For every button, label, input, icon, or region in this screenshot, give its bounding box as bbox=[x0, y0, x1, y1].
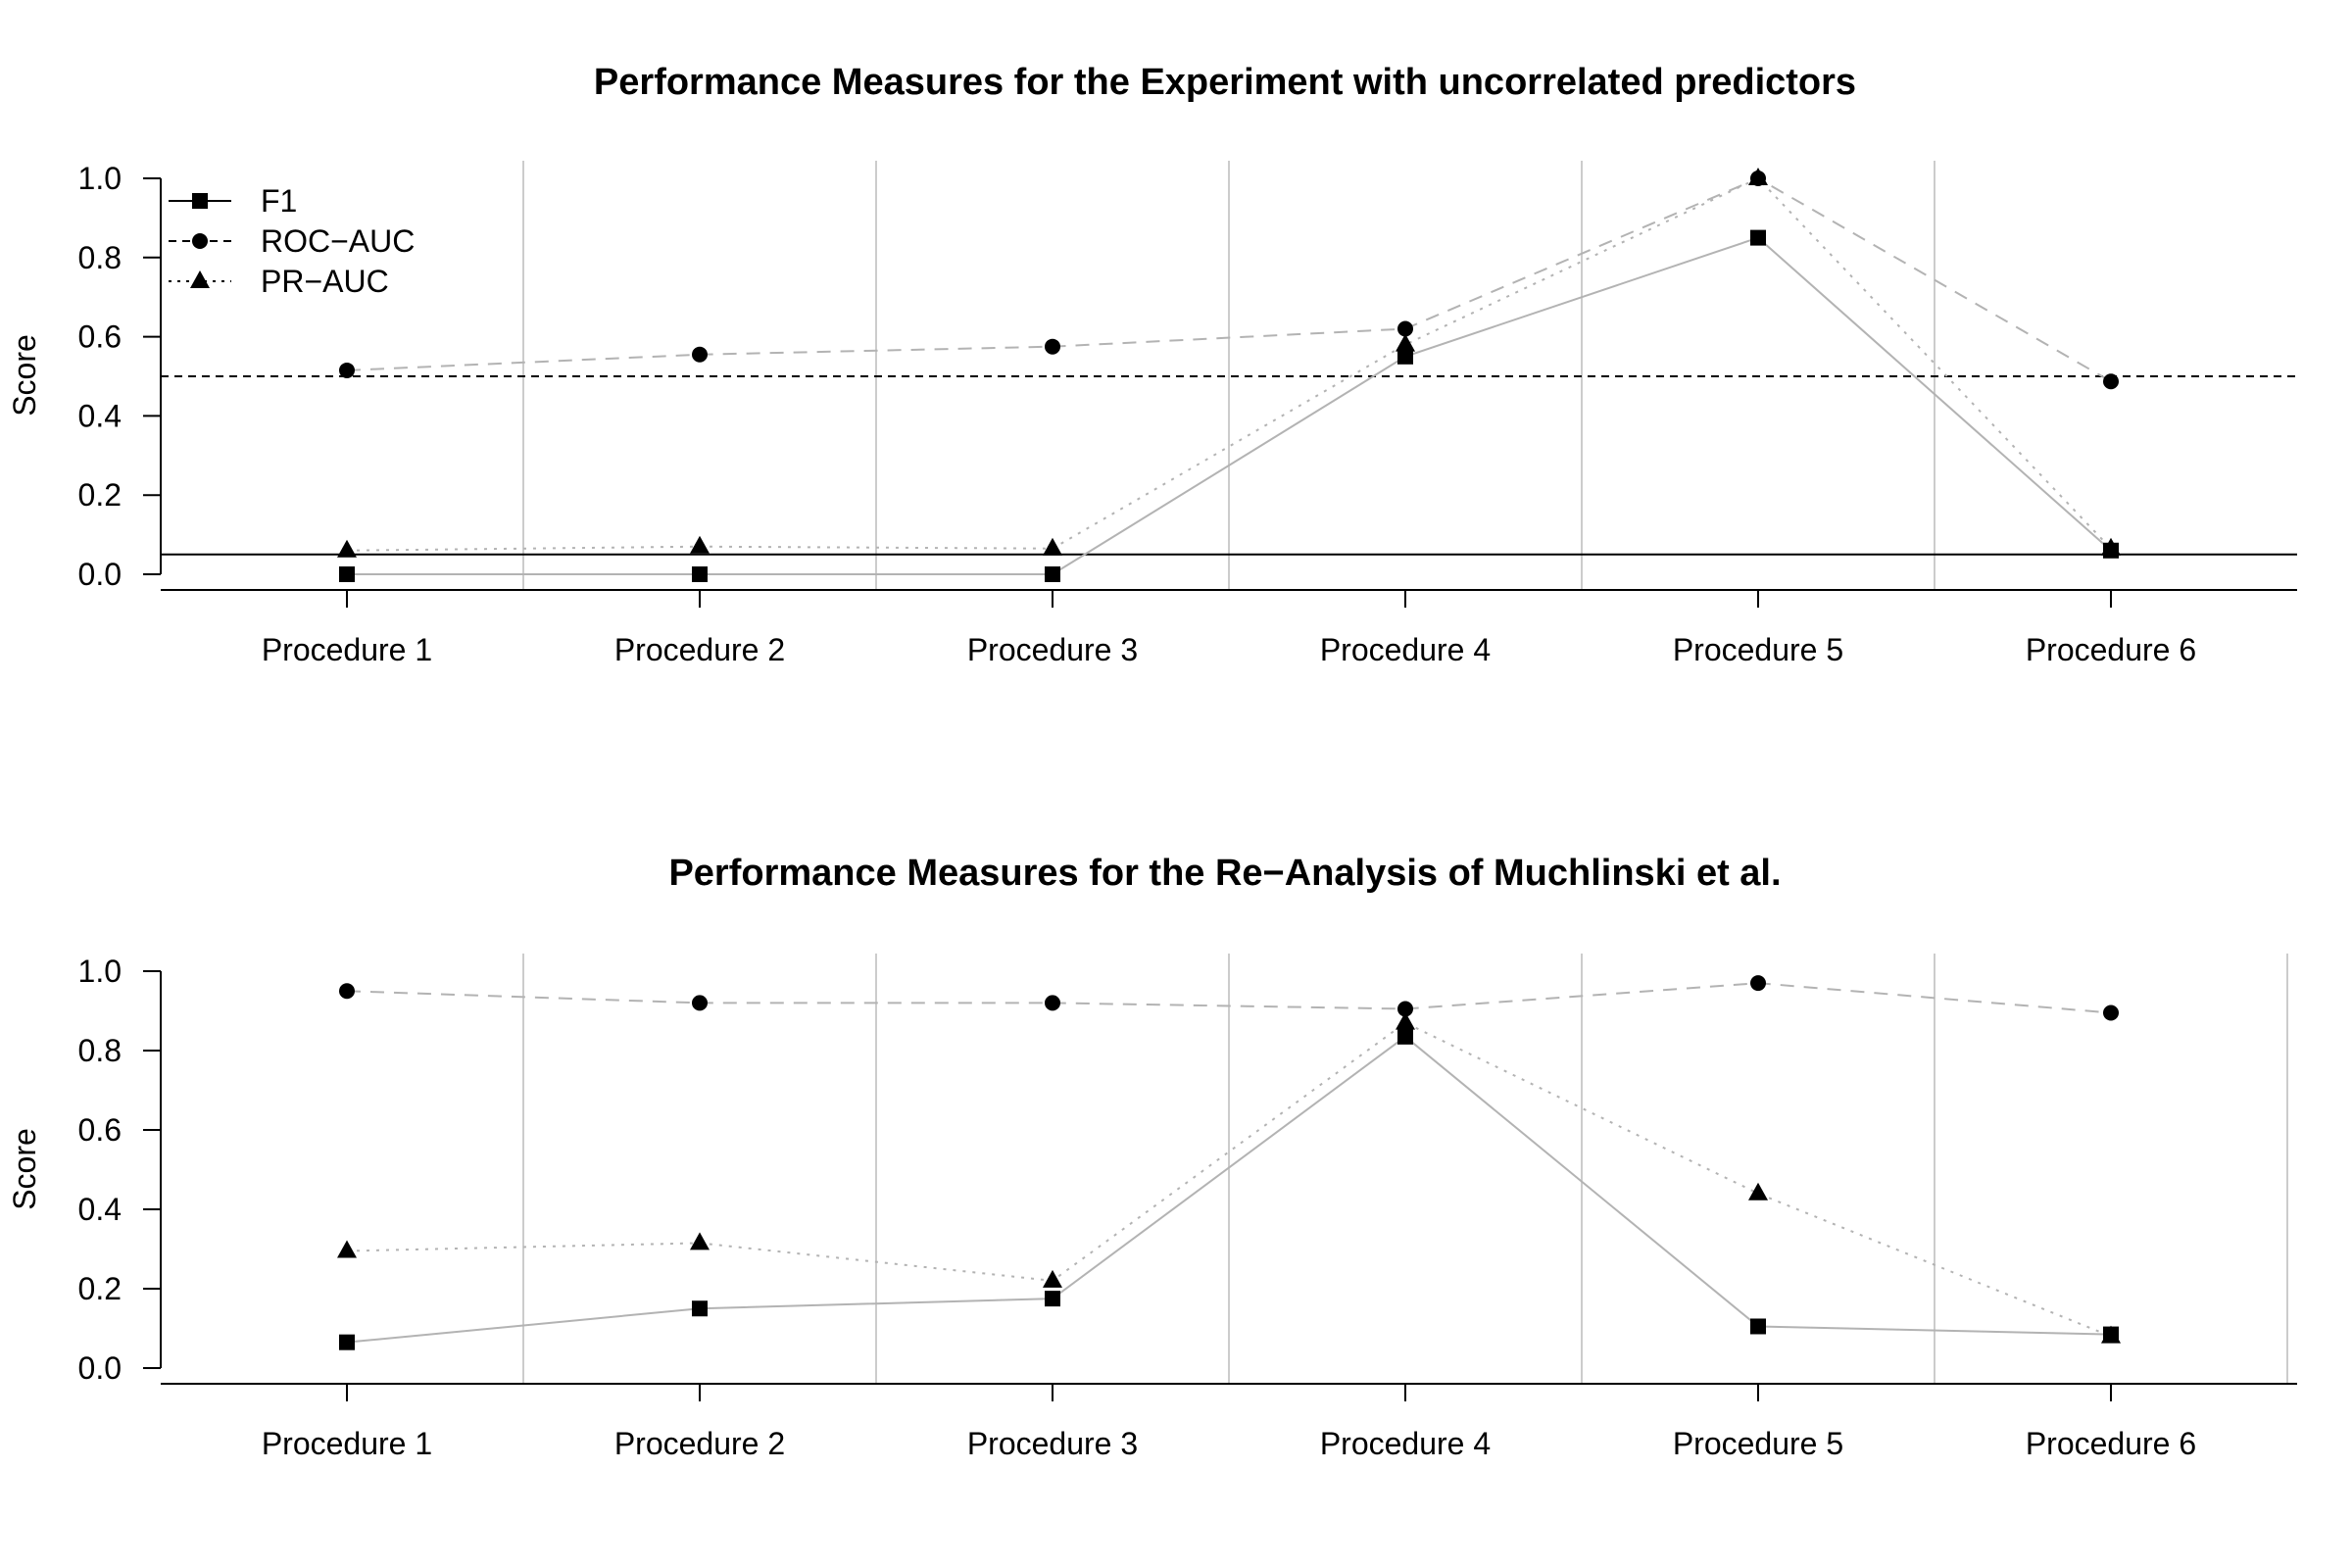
x-tick-label: Procedure 5 bbox=[1673, 1426, 1843, 1461]
data-point-triangle-marker bbox=[1396, 333, 1415, 352]
legend-square-marker bbox=[192, 193, 208, 209]
data-point-triangle-marker bbox=[2101, 537, 2121, 556]
data-point-square-marker bbox=[1750, 229, 1766, 246]
data-point-square-marker bbox=[1045, 1291, 1060, 1307]
series-line bbox=[347, 236, 2112, 575]
x-tick-label: Procedure 3 bbox=[967, 1426, 1138, 1461]
y-tick-label: 0.4 bbox=[78, 398, 122, 433]
series-line bbox=[346, 982, 2112, 1014]
data-point-square-marker bbox=[1045, 566, 1060, 582]
legend-label: F1 bbox=[261, 183, 297, 219]
y-tick-label: 0.8 bbox=[78, 240, 122, 275]
y-axis-label: Score bbox=[7, 334, 42, 416]
y-axis-label: Score bbox=[7, 1128, 42, 1210]
x-tick-label: Procedure 1 bbox=[262, 632, 432, 667]
y-tick-label: 0.2 bbox=[78, 477, 122, 513]
y-tick-label: 1.0 bbox=[78, 161, 122, 196]
data-point-square-marker bbox=[339, 566, 355, 582]
legend-triangle-marker bbox=[190, 270, 210, 288]
data-point-square-marker bbox=[692, 566, 708, 582]
y-tick-label: 0.8 bbox=[78, 1033, 122, 1068]
data-point-triangle-marker bbox=[337, 539, 357, 558]
y-tick-label: 0.6 bbox=[78, 1112, 122, 1148]
x-tick-label: Procedure 1 bbox=[262, 1426, 432, 1461]
data-point-triangle-marker bbox=[1043, 537, 1062, 556]
data-point-square-marker bbox=[1397, 1028, 1413, 1045]
x-tick-label: Procedure 3 bbox=[967, 632, 1138, 667]
data-point-triangle-marker bbox=[1748, 168, 1768, 185]
series-line bbox=[346, 1035, 2112, 1344]
data-point-circle-marker bbox=[2103, 373, 2119, 390]
x-tick-label: Procedure 4 bbox=[1320, 632, 1491, 667]
series-line bbox=[346, 176, 2112, 552]
data-point-circle-marker bbox=[692, 995, 708, 1011]
data-point-square-marker bbox=[1397, 348, 1413, 365]
x-tick-label: Procedure 2 bbox=[614, 632, 785, 667]
data-point-square-marker bbox=[1750, 1318, 1766, 1335]
x-tick-label: Procedure 2 bbox=[614, 1426, 785, 1461]
data-point-circle-marker bbox=[339, 362, 355, 378]
series-line bbox=[346, 1021, 2112, 1338]
legend-label: PR−AUC bbox=[261, 264, 389, 299]
x-tick-label: Procedure 6 bbox=[2026, 1426, 2196, 1461]
panel-uncorrelated-predictors: Performance Measures for the Experiment … bbox=[7, 62, 2297, 667]
y-tick-label: 0.6 bbox=[78, 319, 122, 355]
y-tick-label: 0.0 bbox=[78, 1350, 122, 1386]
y-tick-label: 1.0 bbox=[78, 954, 122, 989]
y-tick-label: 0.4 bbox=[78, 1192, 122, 1227]
data-point-triangle-marker bbox=[1396, 1011, 1415, 1030]
chart-title: Performance Measures for the Experiment … bbox=[594, 62, 1856, 103]
data-point-circle-marker bbox=[1750, 975, 1766, 992]
x-tick-label: Procedure 4 bbox=[1320, 1426, 1491, 1461]
data-point-circle-marker bbox=[1045, 338, 1060, 355]
y-tick-label: 0.2 bbox=[78, 1271, 122, 1306]
data-point-circle-marker bbox=[339, 983, 355, 1000]
data-point-triangle-marker bbox=[690, 535, 710, 554]
legend: F1 ROC−AUC PR−AUC bbox=[169, 183, 415, 299]
data-point-triangle-marker bbox=[2101, 1325, 2121, 1344]
y-tick-label: 0.0 bbox=[78, 557, 122, 592]
legend-circle-marker bbox=[192, 233, 208, 249]
data-point-circle-marker bbox=[1397, 320, 1413, 337]
data-point-triangle-marker bbox=[690, 1232, 710, 1250]
data-point-triangle-marker bbox=[1748, 1182, 1768, 1200]
legend-label: ROC−AUC bbox=[261, 223, 415, 259]
data-point-circle-marker bbox=[1397, 1001, 1413, 1017]
data-point-square-marker bbox=[692, 1300, 708, 1317]
chart-title: Performance Measures for the Re−Analysis… bbox=[668, 853, 1781, 894]
data-point-triangle-marker bbox=[1043, 1269, 1062, 1288]
x-tick-label: Procedure 5 bbox=[1673, 632, 1843, 667]
data-point-circle-marker bbox=[1045, 995, 1060, 1011]
data-point-triangle-marker bbox=[337, 1240, 357, 1258]
panel-muchlinski-reanalysis: Performance Measures for the Re−Analysis… bbox=[7, 853, 2297, 1461]
data-point-square-marker bbox=[339, 1334, 355, 1350]
x-tick-label: Procedure 6 bbox=[2026, 632, 2196, 667]
series-line bbox=[346, 176, 2112, 383]
data-point-circle-marker bbox=[2103, 1004, 2119, 1021]
data-point-circle-marker bbox=[692, 346, 708, 363]
